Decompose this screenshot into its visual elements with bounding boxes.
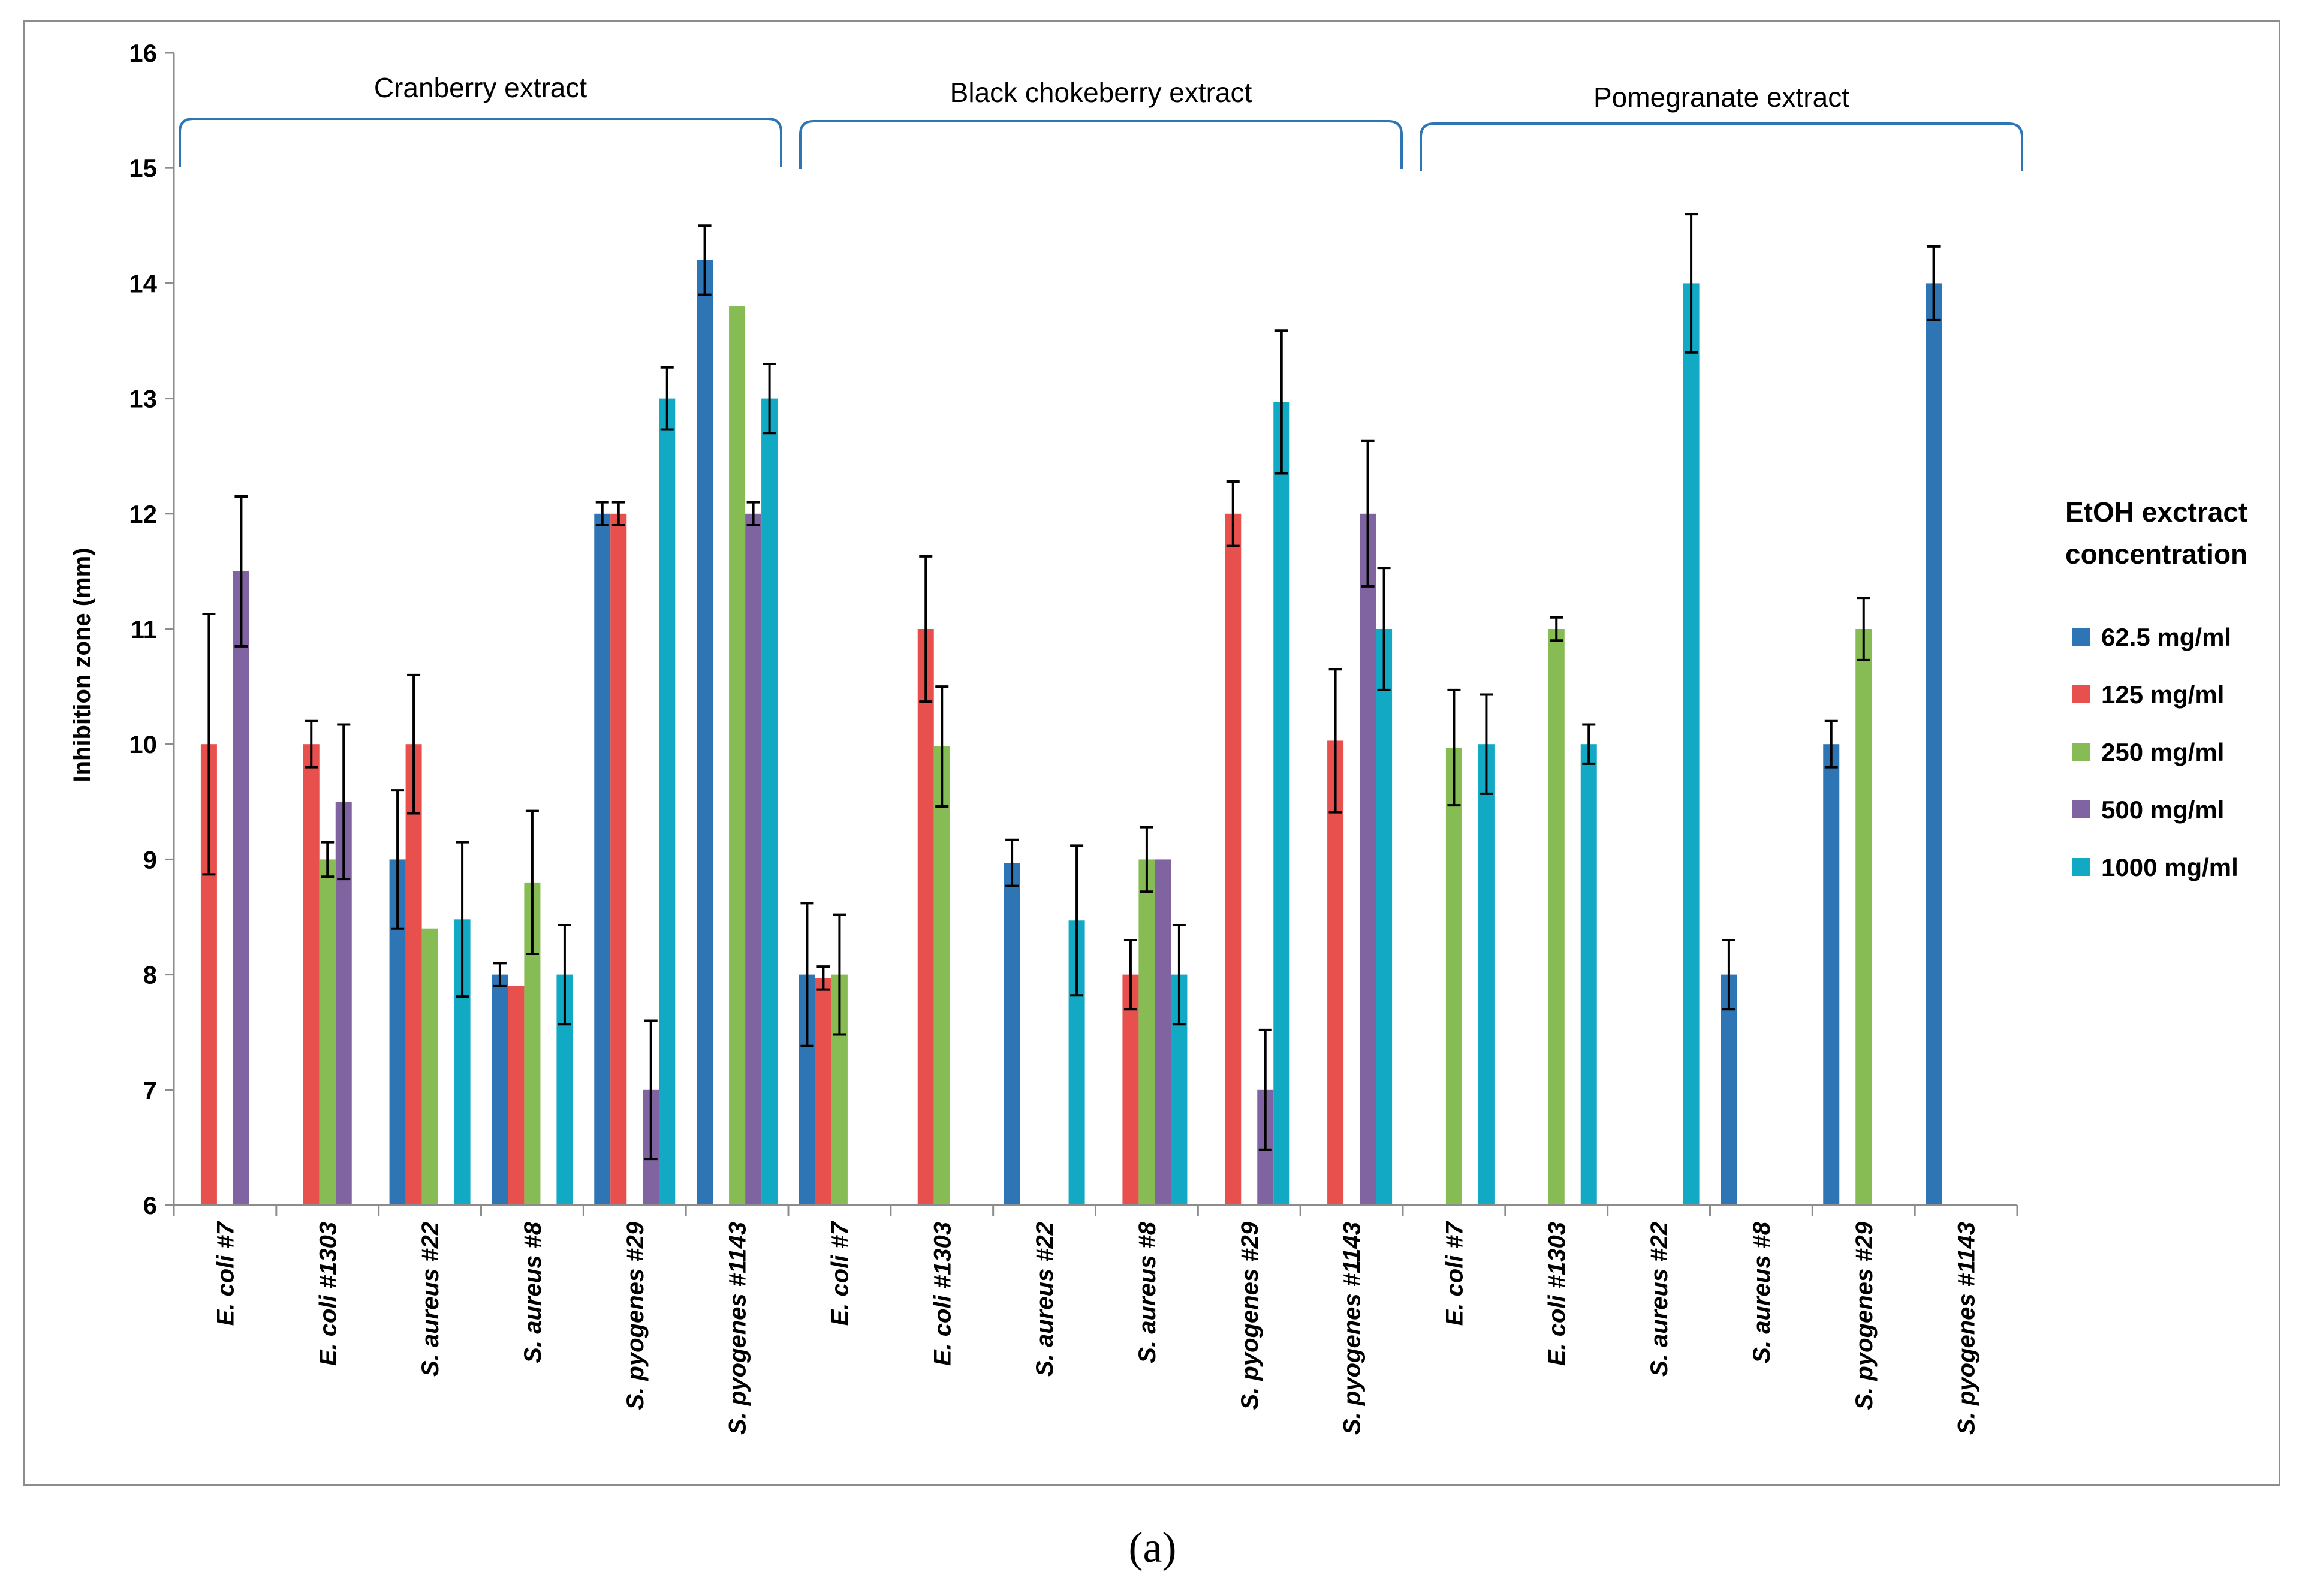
y-tick-label: 8	[143, 961, 157, 989]
bar	[1721, 974, 1737, 1205]
bar	[1683, 283, 1700, 1205]
legend-swatch	[2072, 743, 2090, 761]
category-label: S. pyogenes #1143	[1954, 1222, 1980, 1435]
category-label: S. pyogenes #29	[1237, 1221, 1263, 1410]
bar	[659, 398, 676, 1205]
category-label: E. coli #1303	[315, 1222, 341, 1366]
group-label: Cranberry extract	[374, 72, 587, 103]
bar	[405, 744, 422, 1205]
bar	[917, 629, 934, 1205]
y-tick-label: 7	[143, 1076, 157, 1104]
legend-title: EtOH exctract	[2065, 496, 2247, 528]
y-tick-label: 13	[129, 385, 157, 413]
category-label: E. coli #7	[1441, 1221, 1468, 1326]
bar	[1823, 744, 1840, 1205]
y-tick-label: 16	[129, 39, 157, 67]
category-label: E. coli #1303	[1544, 1222, 1570, 1366]
group-label: Black chokeberry extract	[950, 77, 1252, 108]
legend-label: 1000 mg/ml	[2101, 853, 2238, 881]
bar	[594, 513, 611, 1205]
bar	[1225, 513, 1242, 1205]
category-label: S. aureus #22	[1032, 1222, 1058, 1377]
y-tick-label: 10	[129, 730, 157, 758]
y-tick-label: 12	[129, 500, 157, 528]
bar	[610, 513, 627, 1205]
legend-swatch	[2072, 800, 2090, 818]
legend-swatch	[2072, 685, 2090, 703]
group-bracket	[179, 118, 782, 167]
legend-swatch	[2072, 858, 2090, 876]
category-label: S. pyogenes #1143	[725, 1222, 751, 1435]
bar	[1478, 744, 1495, 1205]
bar	[319, 859, 336, 1205]
bar	[233, 571, 249, 1205]
bar	[729, 306, 746, 1206]
group-bracket	[1420, 122, 2023, 171]
category-label: S. aureus #8	[1134, 1221, 1161, 1363]
group-bracket	[799, 120, 1403, 169]
bar	[745, 513, 762, 1205]
bar	[933, 746, 950, 1205]
group-label: Pomegranate extract	[1593, 82, 1849, 113]
category-label: S. pyogenes #1143	[1339, 1222, 1366, 1435]
category-label: E. coli #1303	[929, 1222, 956, 1366]
bar	[697, 260, 713, 1206]
y-tick-label: 6	[143, 1191, 157, 1219]
bar	[761, 398, 778, 1205]
legend-title: concentration	[2065, 538, 2247, 570]
category-label: S. pyogenes #29	[1851, 1221, 1878, 1410]
bar	[1445, 747, 1462, 1205]
y-tick-label: 11	[131, 615, 157, 643]
category-label: S. pyogenes #29	[622, 1221, 649, 1410]
bar	[1327, 740, 1344, 1205]
y-tick-label: 14	[129, 269, 157, 297]
category-label: S. aureus #22	[417, 1222, 444, 1377]
legend-label: 62.5 mg/ml	[2101, 623, 2231, 651]
legend-swatch	[2072, 628, 2090, 646]
bar	[1122, 974, 1139, 1205]
chart-frame	[23, 20, 2280, 1486]
bar	[1360, 513, 1376, 1205]
bar	[1155, 859, 1171, 1205]
bar	[815, 978, 831, 1205]
bar	[1548, 629, 1565, 1205]
category-label: S. aureus #8	[1749, 1221, 1775, 1363]
bar	[1273, 402, 1290, 1206]
bar	[508, 986, 525, 1205]
category-label: E. coli #7	[212, 1221, 239, 1326]
bar	[421, 928, 438, 1205]
bar	[1004, 863, 1020, 1205]
legend-label: 250 mg/ml	[2101, 738, 2224, 766]
y-axis-title: Inhibition zone (mm)	[69, 547, 95, 782]
legend-label: 125 mg/ml	[2101, 680, 2224, 709]
category-label: S. aureus #22	[1646, 1222, 1673, 1377]
bar	[303, 744, 320, 1205]
bar	[1138, 859, 1155, 1205]
category-label: E. coli #7	[827, 1221, 853, 1326]
bar	[1580, 744, 1597, 1205]
bar	[1926, 283, 1942, 1205]
y-tick-label: 9	[143, 845, 157, 874]
legend-label: 500 mg/ml	[2101, 796, 2224, 824]
panel-label: (a)	[1128, 1523, 1177, 1571]
bar	[1376, 629, 1393, 1205]
y-tick-label: 15	[129, 154, 157, 182]
category-label: S. aureus #8	[520, 1221, 546, 1363]
bar	[492, 974, 508, 1205]
bar	[1855, 629, 1872, 1205]
